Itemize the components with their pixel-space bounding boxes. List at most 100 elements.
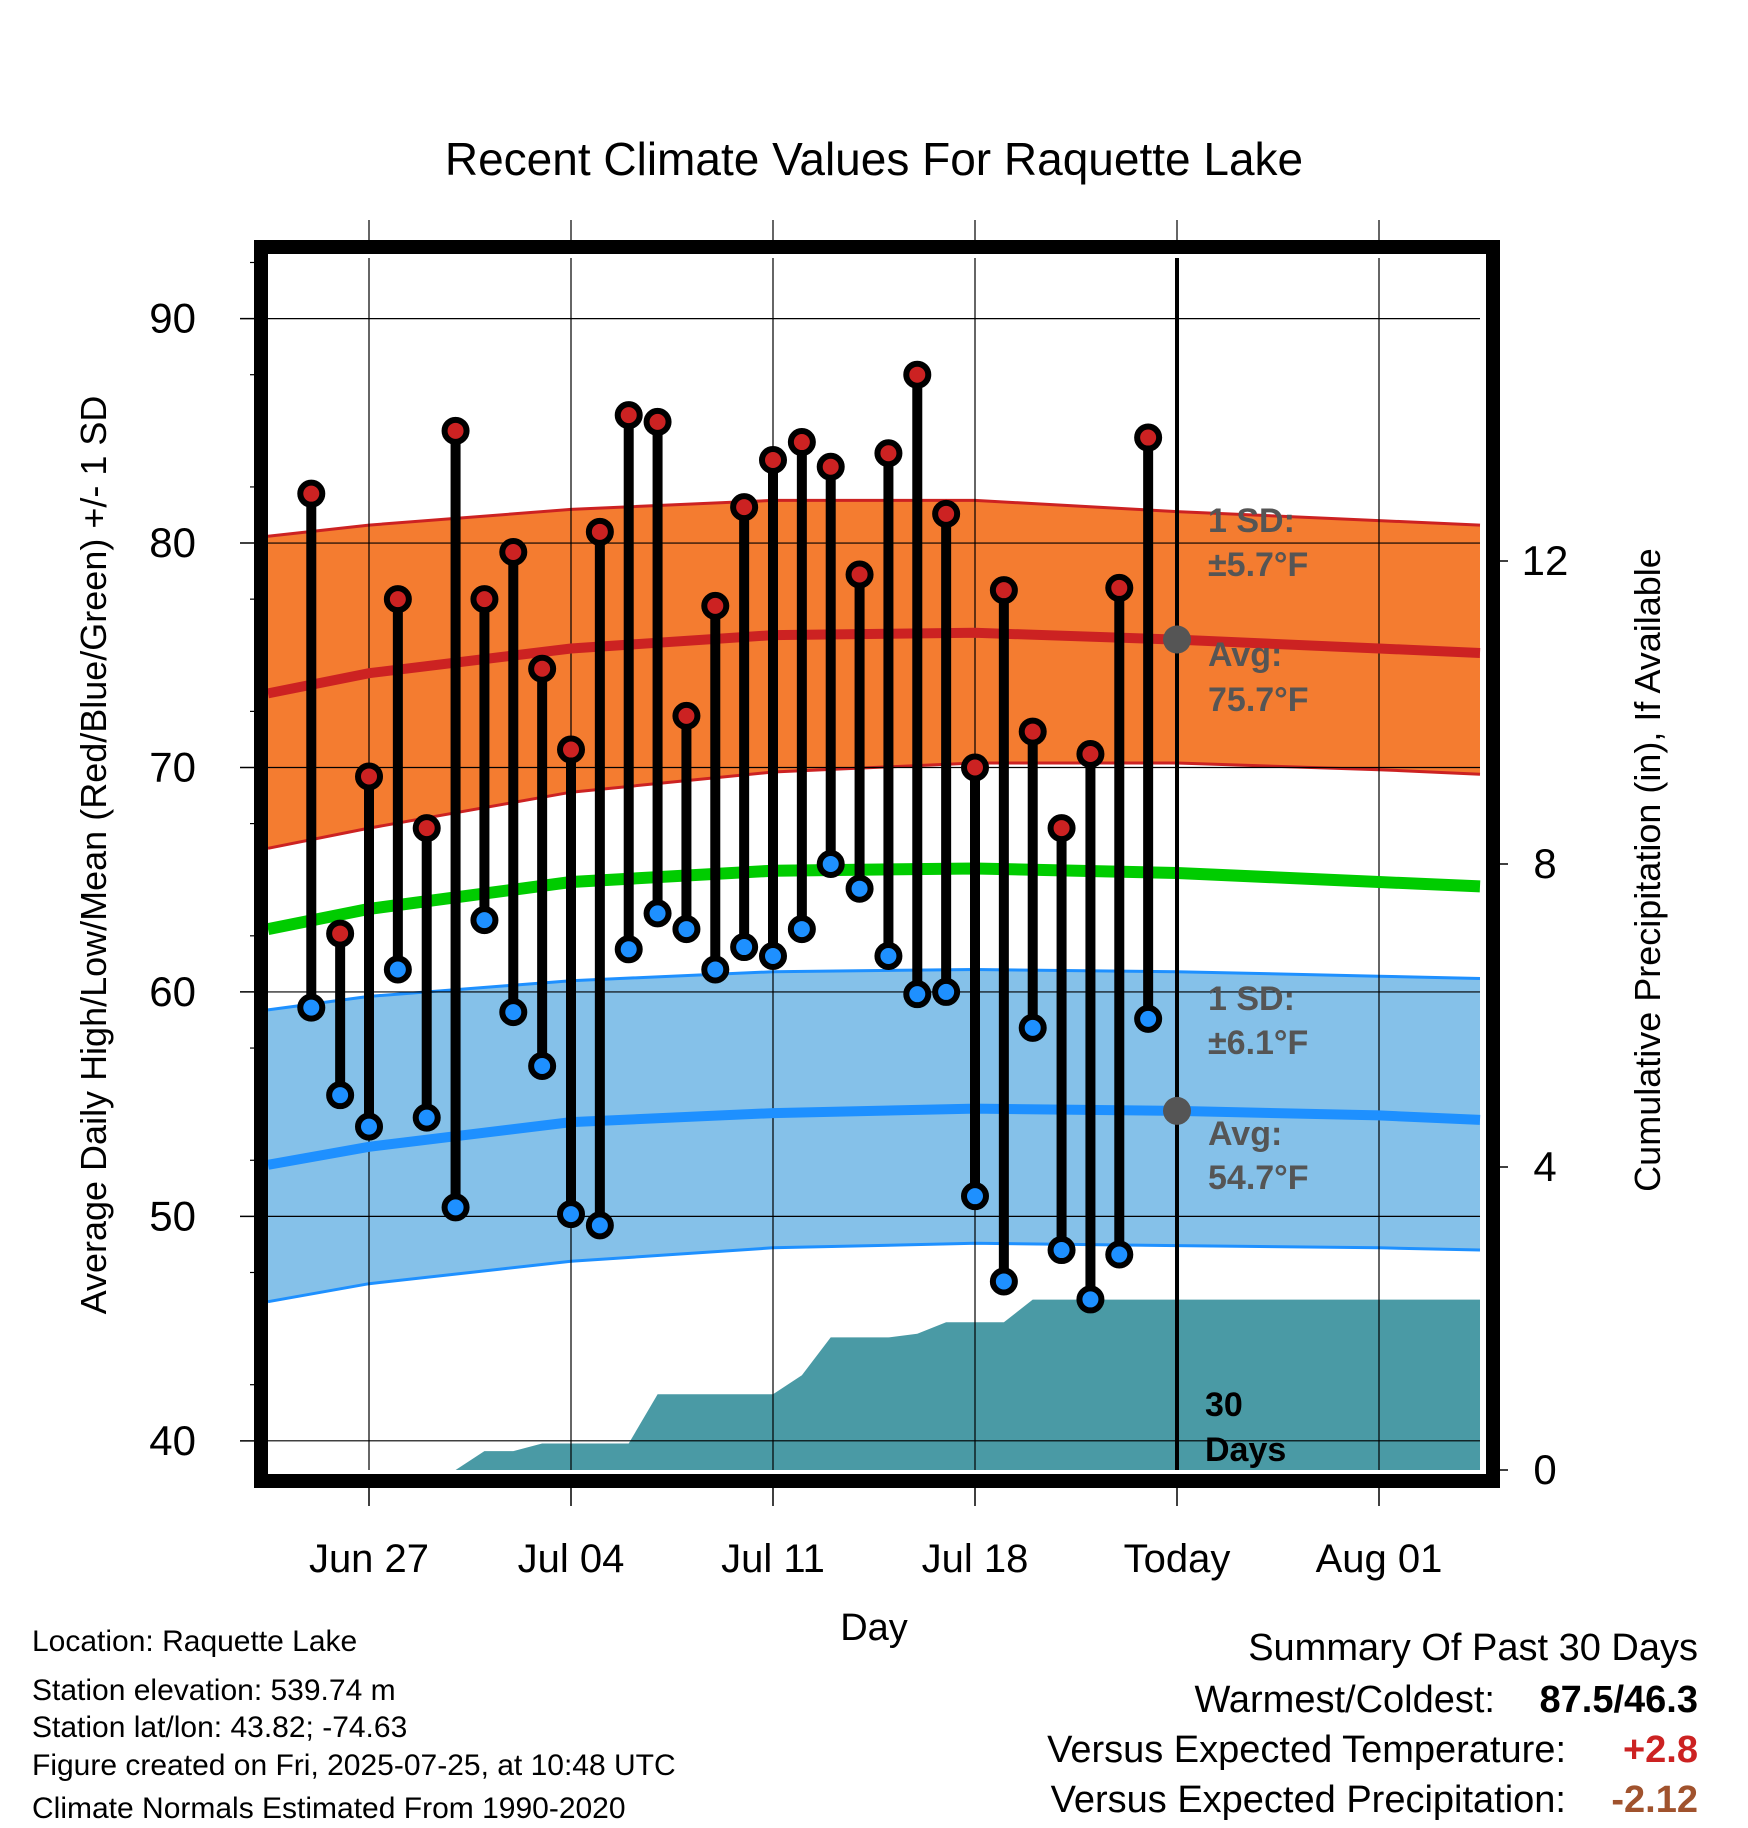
obs-low-point	[383, 955, 412, 984]
summary-heading: Summary Of Past 30 Days	[1248, 1627, 1698, 1669]
obs-high-point	[412, 814, 441, 843]
obs-high-point	[643, 407, 672, 436]
obs-high-point	[672, 701, 701, 730]
obs-high-point	[874, 439, 903, 468]
obs-high-point	[585, 517, 614, 546]
y2-tick-label: 12	[1522, 537, 1569, 584]
y-tick-label: 90	[149, 295, 196, 342]
obs-high-point	[528, 654, 557, 683]
days-count: 30	[1205, 1386, 1243, 1424]
low-avg-line	[267, 1103, 1481, 1170]
precip-anomaly-label: Versus Expected Precipitation:	[1051, 1779, 1566, 1821]
obs-low-point	[1018, 1013, 1047, 1042]
y2-tick-label: 8	[1533, 840, 1556, 887]
obs-high-point	[932, 499, 961, 528]
obs-low-point	[1047, 1236, 1076, 1265]
station-location: Location: Raquette Lake	[32, 1625, 357, 1658]
today-line-group	[1163, 258, 1191, 1470]
low-upper-edge	[267, 967, 1481, 1012]
obs-high-point	[326, 919, 355, 948]
obs-high-point	[701, 591, 730, 620]
obs-low-point	[528, 1052, 557, 1080]
obs-high-point	[1134, 423, 1163, 452]
high-sd-value: ±5.7°F	[1208, 546, 1308, 584]
high-avg-label: Avg:	[1208, 636, 1282, 674]
obs-high-point	[499, 538, 528, 567]
obs-high-point	[441, 416, 470, 445]
low-avg-value: 54.7°F	[1208, 1159, 1309, 1197]
obs-high-point	[1047, 814, 1076, 843]
warmest-coldest-label: Warmest/Coldest:	[1194, 1679, 1495, 1721]
obs-low-point	[903, 980, 932, 1009]
y-tick-label: 60	[149, 968, 196, 1015]
obs-high-point	[816, 452, 845, 481]
obs-high-point	[989, 576, 1018, 605]
station-info: Location: Raquette Lake Station elevatio…	[32, 1625, 676, 1825]
obs-low-point	[672, 915, 701, 944]
obs-high-point	[297, 479, 326, 508]
obs-low-point	[1076, 1285, 1105, 1314]
climate-normals-note: Climate Normals Estimated From 1990-2020	[32, 1792, 626, 1825]
obs-low-point	[787, 915, 816, 944]
chart-title: Recent Climate Values For Raquette Lake	[445, 133, 1303, 185]
high-avg-value: 75.7°F	[1208, 681, 1309, 719]
x-tick-label: Jun 27	[309, 1537, 429, 1581]
obs-high-point	[614, 401, 643, 430]
low-sd-label: 1 SD:	[1208, 980, 1295, 1018]
y-tick-label: 50	[149, 1192, 196, 1239]
x-tick-label: Jul 18	[922, 1537, 1029, 1581]
precip-area	[268, 1299, 1480, 1470]
annotations: 1 SD: ±5.7°F Avg: 75.7°F 1 SD: ±6.1°F Av…	[1205, 502, 1309, 1469]
obs-high-point	[759, 446, 787, 474]
observations	[297, 360, 1163, 1314]
obs-low-point	[932, 977, 961, 1006]
obs-low-point	[441, 1193, 470, 1222]
obs-low-point	[585, 1211, 614, 1240]
low-lower-edge	[267, 1241, 1481, 1304]
obs-high-point	[903, 360, 932, 389]
obs-low-point	[326, 1081, 355, 1110]
obs-low-point	[470, 906, 499, 935]
high-upper-edge	[267, 498, 1481, 538]
temp-anomaly-value: +2.8	[1623, 1729, 1698, 1771]
obs-high-point	[355, 762, 383, 791]
high-sd-label: 1 SD:	[1208, 502, 1295, 540]
obs-low-point	[816, 850, 845, 878]
low-avg-marker	[1163, 1096, 1191, 1125]
obs-low-point	[874, 942, 903, 971]
obs-high-point	[1018, 717, 1047, 746]
figure-created: Figure created on Fri, 2025-07-25, at 10…	[32, 1749, 676, 1782]
obs-low-point	[1105, 1240, 1134, 1269]
obs-low-point	[961, 1182, 989, 1211]
precip-anomaly-value: -2.12	[1611, 1779, 1698, 1821]
y2-axis-label: Cumulative Precipitation (in), If Availa…	[1627, 548, 1668, 1192]
low-avg-label: Avg:	[1208, 1115, 1282, 1153]
obs-low-point	[499, 998, 528, 1027]
warmest-coldest-value: 87.5/46.3	[1540, 1679, 1698, 1721]
x-tick-label: Aug 01	[1316, 1537, 1443, 1581]
obs-high-point	[730, 493, 759, 522]
high-avg-marker	[1163, 625, 1191, 654]
y-tick-label: 70	[149, 743, 196, 790]
obs-low-point	[643, 899, 672, 928]
obs-high-point	[1076, 740, 1105, 769]
y2-tick-label: 0	[1533, 1446, 1556, 1493]
obs-low-point	[701, 955, 730, 984]
y-tick-label: 40	[149, 1417, 196, 1464]
obs-low-point	[297, 993, 326, 1022]
obs-low-point	[355, 1112, 383, 1141]
precip-area-group	[268, 1299, 1480, 1470]
obs-high-point	[557, 735, 585, 764]
obs-high-point	[470, 585, 499, 614]
x-tick-label: Today	[1124, 1537, 1231, 1581]
y-axis-label: Average Daily High/Low/Mean (Red/Blue/Gr…	[73, 396, 114, 1315]
obs-low-point	[845, 874, 874, 903]
mean-avg-line	[266, 862, 1481, 935]
axes: 40 50 60 70 80 90 0 4 8 12 Jun 27 Jul 04 Jul 11 Jul 1…	[149, 220, 1568, 1581]
days-label: Days	[1205, 1431, 1286, 1469]
station-latlon: Station lat/lon: 43.82; -74.63	[32, 1711, 407, 1744]
y2-tick-label: 4	[1533, 1143, 1556, 1190]
obs-high-point	[961, 753, 989, 782]
obs-low-point	[1134, 1004, 1163, 1033]
